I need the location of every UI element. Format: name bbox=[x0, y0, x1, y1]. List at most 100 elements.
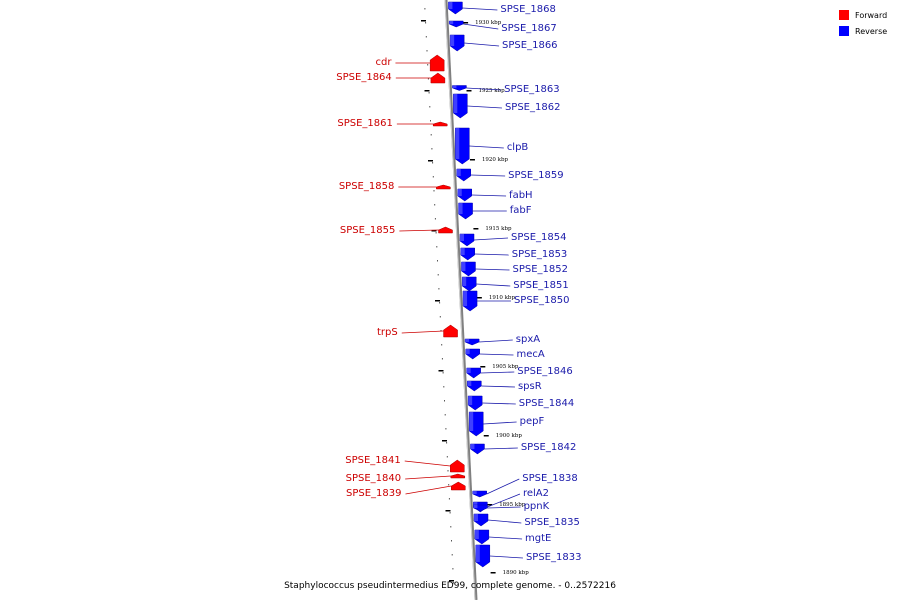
genome-backbone bbox=[444, 0, 478, 600]
gene-spse_1868-reverse[interactable]: SPSE_1868 bbox=[448, 1, 556, 15]
gene-shading bbox=[466, 368, 471, 373]
gene-spse_1839-forward[interactable]: SPSE_1839 bbox=[346, 481, 466, 499]
label-leader bbox=[480, 371, 515, 374]
guide-dot bbox=[445, 428, 447, 430]
tick-mark bbox=[480, 366, 486, 368]
gene-spse_1862-reverse[interactable]: SPSE_1862 bbox=[453, 93, 561, 119]
label-leader bbox=[399, 229, 439, 232]
gene-shading bbox=[450, 35, 455, 46]
gene-label[interactable]: SPSE_1859 bbox=[508, 170, 564, 181]
label-leader bbox=[488, 536, 523, 540]
gene-label[interactable]: SPSE_1858 bbox=[339, 181, 395, 192]
gene-label[interactable]: SPSE_1853 bbox=[512, 249, 567, 260]
gene-fabf-reverse[interactable]: fabF bbox=[458, 202, 532, 220]
gene-label[interactable]: SPSE_1868 bbox=[500, 4, 555, 15]
gene-spse_1851-reverse[interactable]: SPSE_1851 bbox=[461, 276, 569, 292]
gene-label[interactable]: relA2 bbox=[523, 488, 549, 499]
gene-label[interactable]: pepF bbox=[520, 416, 545, 427]
gene-spse_1864-forward[interactable]: SPSE_1864 bbox=[336, 72, 446, 84]
gene-trps-forward[interactable]: trpS bbox=[377, 324, 458, 338]
gene-spse_1833-reverse[interactable]: SPSE_1833 bbox=[475, 544, 582, 568]
gene-label[interactable]: SPSE_1846 bbox=[517, 366, 573, 377]
gene-spsr-reverse[interactable]: spsR bbox=[467, 380, 542, 392]
label-leader bbox=[481, 385, 515, 388]
gene-label[interactable]: clpB bbox=[507, 142, 529, 153]
gene-spse_1842-reverse[interactable]: SPSE_1842 bbox=[470, 442, 577, 455]
gene-label[interactable]: SPSE_1861 bbox=[337, 118, 393, 129]
gene-label[interactable]: SPSE_1863 bbox=[504, 84, 560, 95]
gene-spse_1838-reverse[interactable]: SPSE_1838 bbox=[472, 473, 578, 498]
gene-spse_1855-forward[interactable]: SPSE_1855 bbox=[340, 225, 453, 236]
gene-label[interactable]: SPSE_1835 bbox=[524, 517, 580, 528]
tick-mark bbox=[469, 159, 475, 161]
gene-spse_1858-forward[interactable]: SPSE_1858 bbox=[339, 181, 451, 192]
gene-label[interactable]: trpS bbox=[377, 327, 398, 338]
gene-spse_1863-reverse[interactable]: SPSE_1863 bbox=[452, 84, 560, 95]
gene-spse_1835-reverse[interactable]: SPSE_1835 bbox=[473, 513, 580, 528]
gene-label[interactable]: SPSE_1833 bbox=[526, 552, 582, 563]
forward-gene-arrow[interactable] bbox=[450, 473, 466, 479]
minor-dash bbox=[431, 230, 437, 232]
gene-spse_1844-reverse[interactable]: SPSE_1844 bbox=[467, 395, 575, 411]
gene-label[interactable]: fabH bbox=[509, 190, 533, 201]
gene-spse_1846-reverse[interactable]: SPSE_1846 bbox=[466, 366, 573, 379]
forward-gene-arrow[interactable] bbox=[451, 481, 466, 491]
gene-spse_1853-reverse[interactable]: SPSE_1853 bbox=[460, 247, 568, 261]
gene-fabh-reverse[interactable]: fabH bbox=[457, 188, 533, 202]
gene-label[interactable]: SPSE_1840 bbox=[346, 473, 402, 484]
gene-label[interactable]: SPSE_1839 bbox=[346, 488, 402, 499]
gene-clpb-reverse[interactable]: clpB bbox=[455, 127, 529, 165]
gene-label[interactable]: mecA bbox=[516, 349, 544, 360]
label-leader bbox=[471, 194, 507, 197]
gene-label[interactable]: SPSE_1842 bbox=[521, 442, 577, 453]
gene-label[interactable]: fabF bbox=[510, 205, 532, 216]
gene-label[interactable]: SPSE_1864 bbox=[336, 72, 392, 83]
gene-shading bbox=[449, 21, 454, 24]
label-leader bbox=[484, 447, 518, 450]
forward-gene-arrow[interactable] bbox=[430, 72, 446, 84]
gene-label[interactable]: spsR bbox=[518, 381, 542, 392]
gene-label[interactable]: ppnK bbox=[524, 501, 550, 512]
gene-label[interactable]: SPSE_1841 bbox=[345, 455, 401, 466]
gene-spxa-reverse[interactable]: spxA bbox=[464, 334, 540, 346]
gene-label[interactable]: SPSE_1867 bbox=[501, 23, 557, 34]
gene-label[interactable]: SPSE_1851 bbox=[513, 280, 569, 291]
gene-meca-reverse[interactable]: mecA bbox=[465, 348, 545, 360]
gene-spse_1861-forward[interactable]: SPSE_1861 bbox=[337, 118, 448, 129]
gene-label[interactable]: SPSE_1854 bbox=[511, 232, 566, 243]
gene-spse_1867-reverse[interactable]: SPSE_1867 bbox=[448, 20, 557, 34]
forward-gene-arrow[interactable] bbox=[436, 184, 451, 190]
backbone-highlight bbox=[444, 0, 476, 600]
forward-gene-arrow[interactable] bbox=[450, 459, 465, 473]
forward-gene-arrow[interactable] bbox=[429, 54, 445, 72]
gene-shading bbox=[457, 189, 462, 196]
gene-spse_1866-reverse[interactable]: SPSE_1866 bbox=[449, 34, 558, 52]
gene-label[interactable]: SPSE_1850 bbox=[514, 295, 570, 306]
gene-label[interactable]: SPSE_1838 bbox=[522, 473, 578, 484]
gene-ppnk-reverse[interactable]: ppnK bbox=[473, 501, 550, 512]
gene-label[interactable]: SPSE_1852 bbox=[513, 264, 569, 275]
guide-dot bbox=[450, 526, 452, 528]
gene-spse_1859-reverse[interactable]: SPSE_1859 bbox=[456, 168, 564, 182]
gene-label[interactable]: SPSE_1844 bbox=[519, 398, 575, 409]
gene-cdr-forward[interactable]: cdr bbox=[375, 54, 445, 72]
gene-label[interactable]: spxA bbox=[516, 334, 540, 345]
gene-spse_1854-reverse[interactable]: SPSE_1854 bbox=[459, 232, 567, 247]
label-leader bbox=[467, 105, 502, 109]
gene-mgte-reverse[interactable]: mgtE bbox=[474, 529, 552, 545]
gene-label[interactable]: SPSE_1862 bbox=[505, 102, 561, 113]
forward-gene-arrow[interactable] bbox=[432, 121, 448, 127]
label-leader bbox=[469, 145, 504, 149]
forward-gene-arrow[interactable] bbox=[438, 226, 453, 234]
gene-shading bbox=[474, 530, 479, 539]
gene-spse_1850-reverse[interactable]: SPSE_1850 bbox=[462, 290, 570, 312]
gene-label[interactable]: SPSE_1855 bbox=[340, 225, 396, 236]
gene-spse_1841-forward[interactable]: SPSE_1841 bbox=[345, 455, 465, 473]
gene-label[interactable]: mgtE bbox=[525, 533, 551, 544]
gene-pepf-reverse[interactable]: pepF bbox=[468, 411, 545, 437]
gene-spse_1852-reverse[interactable]: SPSE_1852 bbox=[461, 261, 569, 277]
gene-label[interactable]: cdr bbox=[375, 57, 392, 68]
gene-spse_1840-forward[interactable]: SPSE_1840 bbox=[346, 473, 466, 484]
gene-label[interactable]: SPSE_1866 bbox=[502, 40, 558, 51]
forward-gene-arrow[interactable] bbox=[443, 324, 458, 338]
